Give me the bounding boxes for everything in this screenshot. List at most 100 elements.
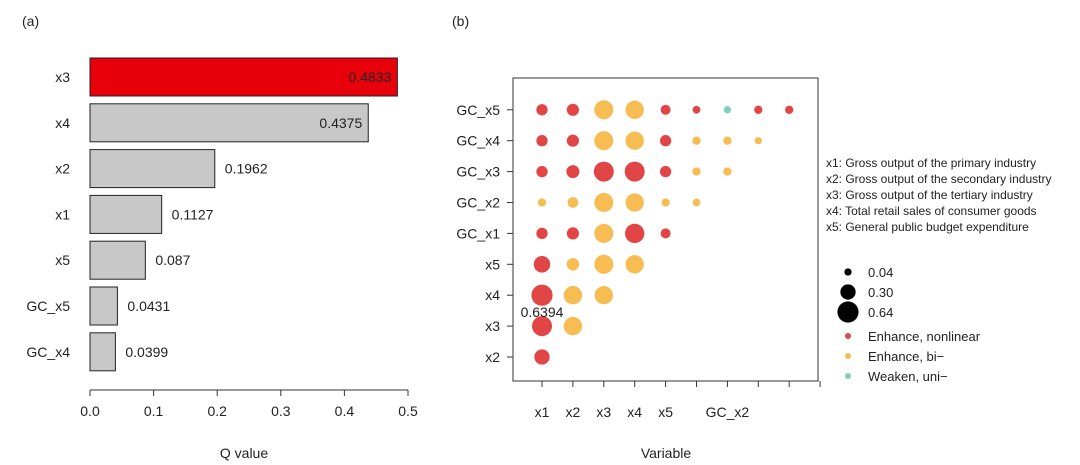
bar-value-label: 0.1127 <box>172 206 214 222</box>
variable-legend-entry: x3: Gross output of the tertiary industr… <box>826 188 1033 202</box>
bubble-x4-GC_x4 <box>625 131 644 150</box>
x-axis-tick-label: 0.1 <box>144 403 164 419</box>
bubble-x-tick-label: x3 <box>596 404 611 420</box>
bar-category-label: x1 <box>55 206 70 222</box>
bubble-x4-GC_x2 <box>625 193 644 212</box>
bubble-x3-GC_x5 <box>594 100 614 120</box>
bubble-x2-GC_x2 <box>567 197 579 208</box>
bar-category-label: x4 <box>55 115 70 131</box>
x-axis-tick-label: 0.4 <box>335 403 355 419</box>
bubble-x3-GC_x3 <box>593 161 614 182</box>
bubble-x2-x3 <box>563 316 583 336</box>
bubble-x-tick-label: GC_x2 <box>706 404 750 420</box>
bubble-x5-GC_x2 <box>661 198 670 207</box>
bubble-y-tick-label: x2 <box>485 349 500 365</box>
type-legend-marker <box>845 333 851 339</box>
bar-GC_x4 <box>89 332 116 372</box>
bubble-x-tick-label: x4 <box>627 404 642 420</box>
bubble-x2-GC_x3 <box>566 165 580 179</box>
bubble-x2-GC_x1 <box>566 227 579 240</box>
type-legend-label: Enhance, bi− <box>868 349 944 364</box>
bubble-y-tick-label: GC_x3 <box>456 164 500 180</box>
bubble-x1-GC_x2 <box>537 198 547 207</box>
bubble-GC_x3-GC_x4 <box>754 137 762 145</box>
x-axis-tick-label: 0.3 <box>271 403 291 419</box>
bar-x2 <box>89 149 216 189</box>
bubble-x5-GC_x3 <box>659 165 672 178</box>
bubble-x4-GC_x3 <box>624 161 645 182</box>
bubble-x1-x2 <box>534 349 550 365</box>
bubble-x5-GC_x5 <box>660 104 671 115</box>
size-legend-marker <box>840 284 856 300</box>
bar-GC_x5 <box>89 286 118 326</box>
bubble-x1-GC_x1 <box>536 227 548 240</box>
bubble-x3-GC_x4 <box>594 131 614 151</box>
bubble-y-tick-label: x4 <box>485 287 500 303</box>
bubble-x4-GC_x5 <box>625 100 644 119</box>
bubble-x3-GC_x1 <box>594 223 614 243</box>
bubble-x1-GC_x3 <box>536 165 548 178</box>
bubble-x1-x5 <box>533 256 551 273</box>
panel-a-label: (a) <box>22 13 39 29</box>
bubble-y-tick-label: GC_x1 <box>456 225 500 241</box>
bar-value-label: 0.0431 <box>127 298 170 314</box>
bubble-x-tick-label: x2 <box>566 404 581 420</box>
bar-value-label: 0.087 <box>155 252 190 268</box>
bubble-GC_x3-GC_x5 <box>754 105 763 114</box>
bubble-GC_x4-GC_x5 <box>785 105 794 114</box>
bar-x5 <box>89 240 146 280</box>
bubble-x2-GC_x5 <box>566 103 579 116</box>
bubble-GC_x2-GC_x5 <box>723 106 732 114</box>
bar-category-label: x5 <box>55 252 70 268</box>
bubble-x1-x4 <box>531 284 553 306</box>
bubble-x1-x3 <box>532 316 552 337</box>
bubble-x2-GC_x4 <box>566 134 579 147</box>
size-legend-label: 0.64 <box>868 305 893 320</box>
variable-legend-entry: x1: Gross output of the primary industry <box>826 156 1036 170</box>
bubble-GC_x1-GC_x3 <box>692 167 701 176</box>
bar-value-label: 0.0399 <box>125 344 168 360</box>
bubble-x4-GC_x1 <box>625 223 645 244</box>
panel-b-label: (b) <box>452 13 469 29</box>
bar-value-label: 0.4375 <box>319 115 362 131</box>
size-legend-marker <box>837 301 859 323</box>
bubble-GC_x1-GC_x4 <box>692 136 701 145</box>
size-legend-label: 0.04 <box>868 265 893 280</box>
bar-x3 <box>89 57 398 97</box>
bubble-y-tick-label: x5 <box>485 256 500 272</box>
bar-category-label: x3 <box>55 69 70 85</box>
type-legend-marker <box>845 373 851 379</box>
bubble-y-tick-label: GC_x4 <box>456 133 500 149</box>
bubble-x4-x5 <box>625 255 644 274</box>
type-legend: Enhance, nonlinear Enhance, bi− Weaken, un… <box>845 329 981 384</box>
x-axis-tick-label: 0.5 <box>398 403 418 419</box>
bubble-y-tick-label: GC_x2 <box>456 195 500 211</box>
bubble-x-tick-label: x5 <box>658 404 673 420</box>
bubble-chart-xlabel: Variable <box>641 445 692 461</box>
bubble-x2-x4 <box>563 286 583 305</box>
bar-category-label: GC_x4 <box>26 344 70 360</box>
variable-legend: x1: Gross output of the primary industry… <box>826 156 1051 234</box>
type-legend-label: Weaken, uni− <box>868 369 948 384</box>
size-legend-marker <box>844 268 852 276</box>
variable-legend-entry: x2: Gross output of the secondary indust… <box>826 172 1051 186</box>
size-legend-label: 0.30 <box>868 285 893 300</box>
size-legend: 0.04 0.30 0.64 <box>837 265 893 323</box>
x-axis-tick-label: 0.2 <box>207 403 227 419</box>
bubble-x3-x4 <box>594 286 613 305</box>
bubble-x3-x5 <box>594 254 614 274</box>
bar-value-label: 0.1962 <box>225 161 268 177</box>
bubble-annotation: 0.6394 <box>521 304 564 320</box>
bubble-y-tick-label: x3 <box>485 318 500 334</box>
bubble-chart: x1 x2 x3 x4 x5 GC_x2 x2 x3 x4 x5 GC_x1 GC_x2 GC_x3 GC… <box>456 100 821 420</box>
bubble-GC_x1-GC_x5 <box>692 105 701 114</box>
bubble-x1-GC_x4 <box>536 135 548 147</box>
bubble-GC_x2-GC_x3 <box>723 167 732 176</box>
bar-chart: x3 0.4833 x4 0.4375 x2 0.1962 x1 0.1127 x5 0.087 G… <box>26 57 418 419</box>
bubble-y-tick-label: GC_x5 <box>456 102 500 118</box>
bar-x1 <box>89 194 163 234</box>
bubble-x5-GC_x4 <box>659 135 672 147</box>
bar-x4 <box>89 103 369 143</box>
bar-chart-xlabel: Q value <box>220 445 268 461</box>
